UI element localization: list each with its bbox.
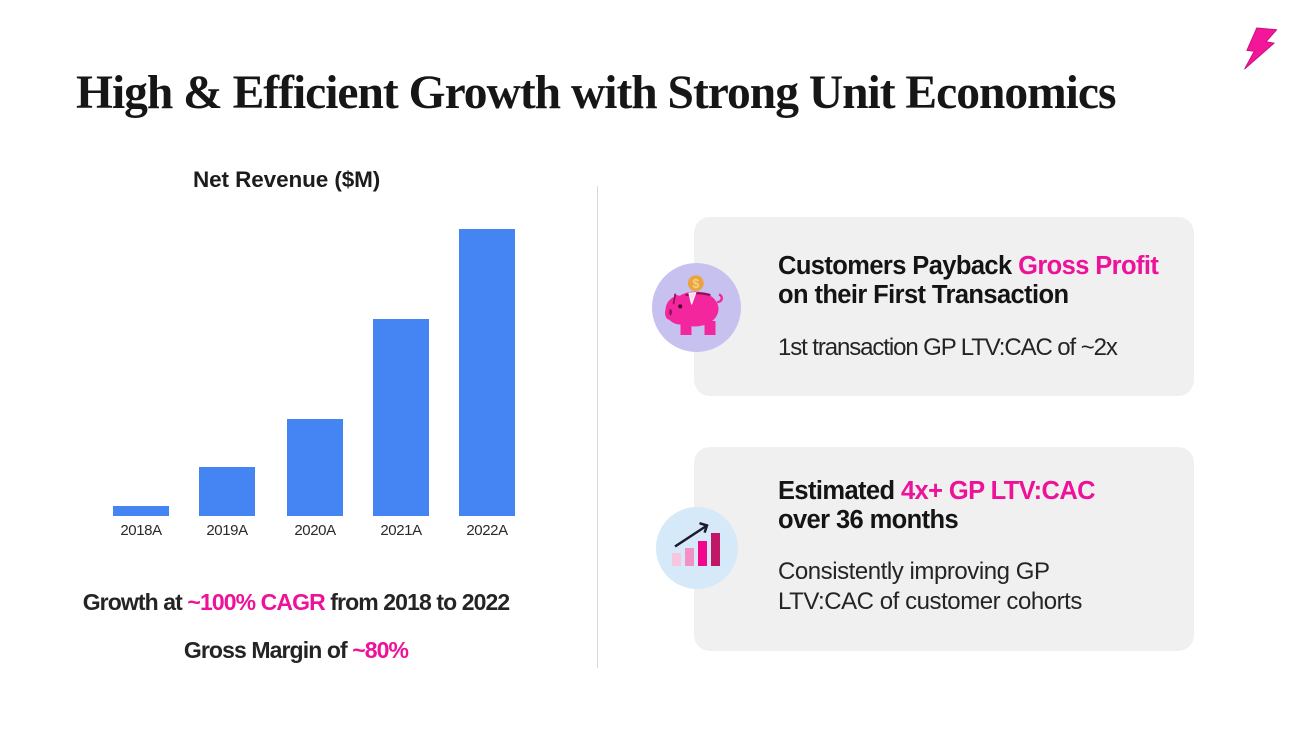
svg-text:$: $ xyxy=(692,277,699,291)
